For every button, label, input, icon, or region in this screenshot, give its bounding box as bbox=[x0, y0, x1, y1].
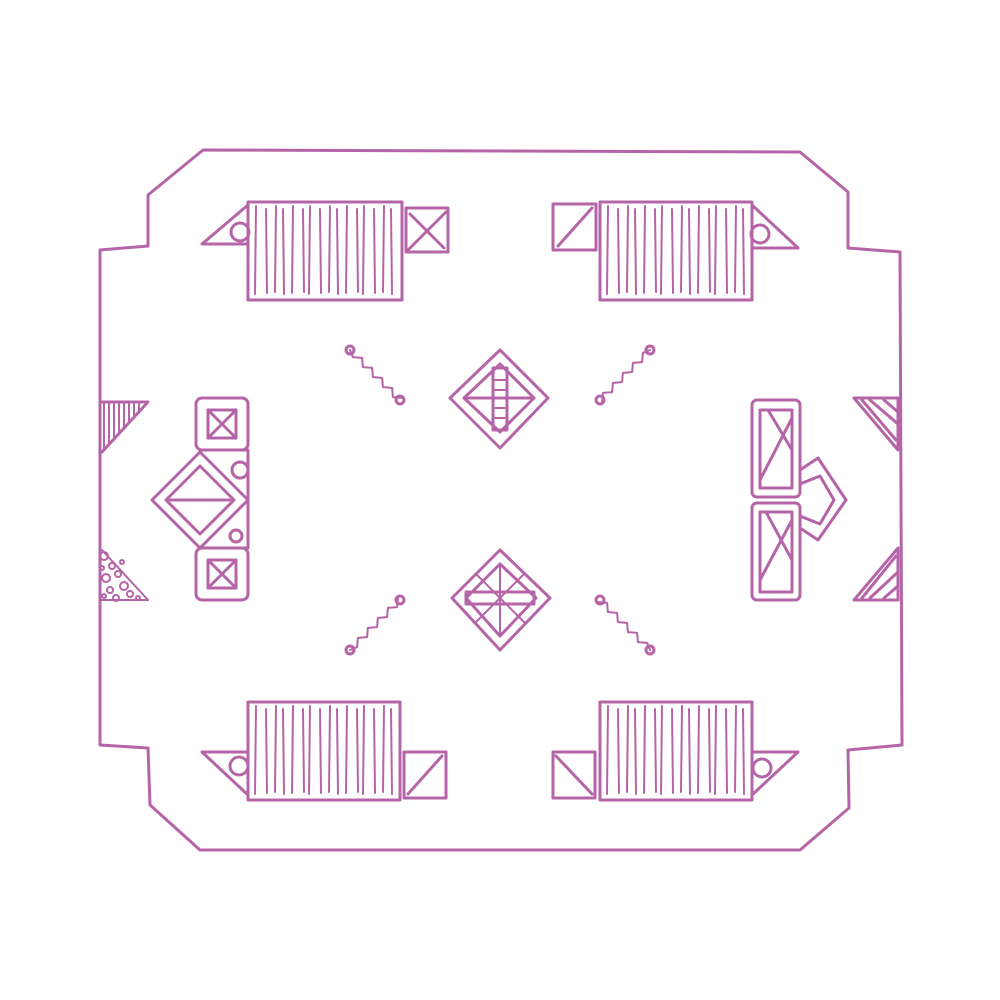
diamond-rune-icon bbox=[448, 348, 550, 450]
double-door-icon bbox=[150, 396, 250, 602]
stair-icon bbox=[852, 396, 900, 602]
double-door-icon bbox=[750, 398, 848, 602]
diamond-rune-icon bbox=[450, 548, 552, 652]
slatted-bench-icon bbox=[551, 200, 800, 302]
room-outline bbox=[98, 148, 904, 852]
chain-icon bbox=[344, 344, 656, 656]
stair-icon bbox=[100, 400, 150, 454]
rubble-icon bbox=[99, 549, 149, 602]
slatted-bench-icon bbox=[200, 700, 448, 802]
slatted-bench-icon bbox=[200, 200, 450, 302]
slatted-bench-icon bbox=[551, 700, 800, 802]
